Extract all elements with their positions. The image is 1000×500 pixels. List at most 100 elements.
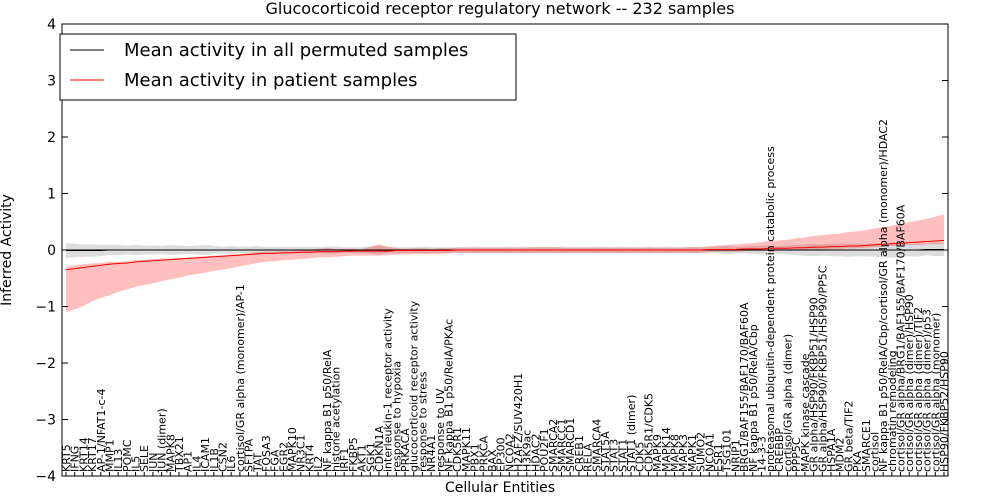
x-tick-label: MAPK8 <box>669 434 682 472</box>
x-tick-label: SMARCA2 <box>547 419 560 472</box>
x-tick-label: STAT5A <box>599 431 612 472</box>
x-tick-label: TBX21 <box>173 436 186 473</box>
x-tick-label: NCOA1 <box>703 433 716 472</box>
x-tick-label: POMC <box>121 439 134 472</box>
x-tick-label: EGR2 <box>277 442 290 472</box>
x-tick-label: POU2F1 <box>538 428 551 472</box>
x-tick-label: interleukin-1 receptor activity <box>382 308 395 472</box>
x-tick-label: SFTPA <box>243 438 256 472</box>
legend-box <box>59 33 517 101</box>
x-tick-label: CREBBP <box>773 428 786 472</box>
x-tick-label: GR alpha/HSP90/FKBP51/HSP90 <box>808 297 821 472</box>
y-tick-label: 1 <box>47 187 56 203</box>
x-tick-label: IL2 <box>312 456 325 472</box>
x-tick-label: cortisol/GR alpha (dimer) <box>782 334 795 472</box>
x-tick-label: SUMO2 <box>695 432 708 472</box>
x-tick-label: SMARCA4 <box>590 419 603 472</box>
x-tick-label: NRIP1 <box>729 439 742 472</box>
x-tick-label: PKA <box>851 450 864 472</box>
x-tick-label: NR4A1 <box>425 435 438 472</box>
x-tick-label: ICAM1 <box>199 437 212 472</box>
y-tick-label: 0 <box>47 243 56 259</box>
x-tick-label: TAT <box>251 452 264 473</box>
legend: Mean activity in all permuted samples Me… <box>59 33 517 101</box>
x-tick-label: MAPK14 <box>660 427 673 472</box>
x-tick-label: cortisol/GR alpha (dimer)/HSP90 <box>903 294 916 472</box>
x-tick-label: HSPA1A <box>825 428 838 472</box>
x-tick-label: MAPK kinase cascade <box>799 353 812 472</box>
y-axis-ticks: −4 −3 −2 −1 0 1 2 3 4 <box>35 17 948 485</box>
x-tick-label: FGA <box>269 449 282 472</box>
x-tick-label: HSP90/FKBP52/HSP90 <box>938 351 951 472</box>
x-tick-label: MAPK1 <box>686 434 699 472</box>
x-tick-label: CDK5 <box>634 442 647 472</box>
x-tick-label: NF kappa B1 p50/RelA <box>321 349 334 472</box>
y-tick-label: −3 <box>35 413 56 429</box>
x-tick-label: IL1B <box>208 448 221 472</box>
x-tick-label: response to UV <box>434 388 447 472</box>
x-tick-label: SMARCC1 <box>556 419 569 472</box>
x-tick-label: H3K9ac <box>521 430 534 472</box>
y-tick-label: −1 <box>35 300 56 316</box>
x-tick-label: AP1 <box>182 451 195 472</box>
x-tick-label: IL4 <box>190 456 203 472</box>
x-tick-label: GR beta/TIF2 <box>842 401 855 472</box>
x-tick-label: cortisol/GR alpha (dimer)/TIF2 <box>912 307 925 472</box>
x-tick-label: IL13 <box>112 449 125 472</box>
x-tick-label: PBX1 <box>469 443 482 472</box>
x-tick-label: ESR1 <box>712 443 725 472</box>
x-tick-labels: KRT5IFNGKRT14KRT17AP-1/NFAT1-c-4MMP1IL13… <box>60 119 951 476</box>
x-tick-label: FKBP5 <box>347 437 360 472</box>
series-lines <box>62 239 948 271</box>
y-tick-label: 4 <box>47 17 56 33</box>
x-tick-label: chromatin remodeling <box>886 350 899 472</box>
x-tick-label: MAPK10 <box>286 427 299 472</box>
x-tick-label: 14-3-3 <box>755 436 768 472</box>
x-tick-label: CDK5R1 <box>451 427 464 472</box>
x-tick-label: KRT14 <box>77 437 90 472</box>
x-tick-label: CREB1 <box>573 435 586 472</box>
x-tick-label: HDAC2 <box>529 433 542 472</box>
y-tick-label: −4 <box>35 469 56 485</box>
x-tick-label: AP-1/NFAT1-c-4 <box>95 388 108 472</box>
x-tick-label: SMARCE1 <box>860 419 873 472</box>
y-tick-label: 3 <box>47 74 56 90</box>
x-tick-label: MAPK8 <box>164 434 177 472</box>
chart-title: Glucocorticoid receptor regulatory netwo… <box>266 0 735 18</box>
x-tick-label: BRG1/BAF155/BAF170/BAF60A <box>738 302 751 472</box>
x-tick-label: cortisol/GR alpha (dimer)/p53 <box>921 309 934 472</box>
x-tick-label: KRT4 <box>303 444 316 472</box>
x-tick-label: SGK1 <box>364 442 377 472</box>
x-tick-label: PPP5C <box>790 437 803 472</box>
x-tick-label: AKT1 <box>356 444 369 472</box>
x-tick-label: STAT1 <box>616 439 629 472</box>
x-tick-label: IFNG <box>69 446 82 472</box>
x-tick-label: STAT1 (dimer) <box>625 395 638 472</box>
x-tick-label: NR3C1 <box>295 434 308 472</box>
x-tick-label: CDK5R1/CDK5 <box>642 393 655 472</box>
x-tick-label: JUN <box>147 452 160 473</box>
x-tick-label: NCOA2 <box>503 433 516 472</box>
x-tick-label: STAT3 <box>608 439 621 472</box>
x-tick-label: TSG101 <box>721 429 734 473</box>
patient-band <box>66 214 944 313</box>
x-tick-label: CDKN1A <box>373 425 386 472</box>
x-tick-label: response to hypoxia <box>390 361 403 472</box>
x-tick-label: PRKACA <box>399 428 412 472</box>
x-tick-label: IRF1 <box>338 448 351 472</box>
x-tick-label: SMARCD1 <box>564 418 577 472</box>
x-axis-label: Cellular Entities <box>445 480 555 496</box>
x-tick-label: CSN2 <box>216 442 229 472</box>
x-tick-label: response to stress <box>416 371 429 472</box>
x-tick-label: MAPK3 <box>677 434 690 472</box>
x-tick-label: KRT17 <box>86 437 99 472</box>
x-tick-label: MAPK11 <box>460 427 473 472</box>
x-tick-label: IL6 <box>225 456 238 472</box>
x-tick-label: glucocorticoid receptor activity <box>408 300 421 472</box>
patient-mean-line <box>65 239 945 271</box>
x-tick-label: cortisol/GR alpha (monomer)/AP-1 <box>234 284 247 472</box>
x-tick-label: BAX <box>486 449 499 472</box>
x-tick-label: proteasomal ubiquitin-dependent protein … <box>764 146 777 472</box>
x-tick-label: cortisol/GR alpha/BRG1/BAF155/BAF170/BAF… <box>895 204 908 472</box>
x-tick-label: NF kappa B1 p50/RelA/PKAc <box>443 319 456 472</box>
